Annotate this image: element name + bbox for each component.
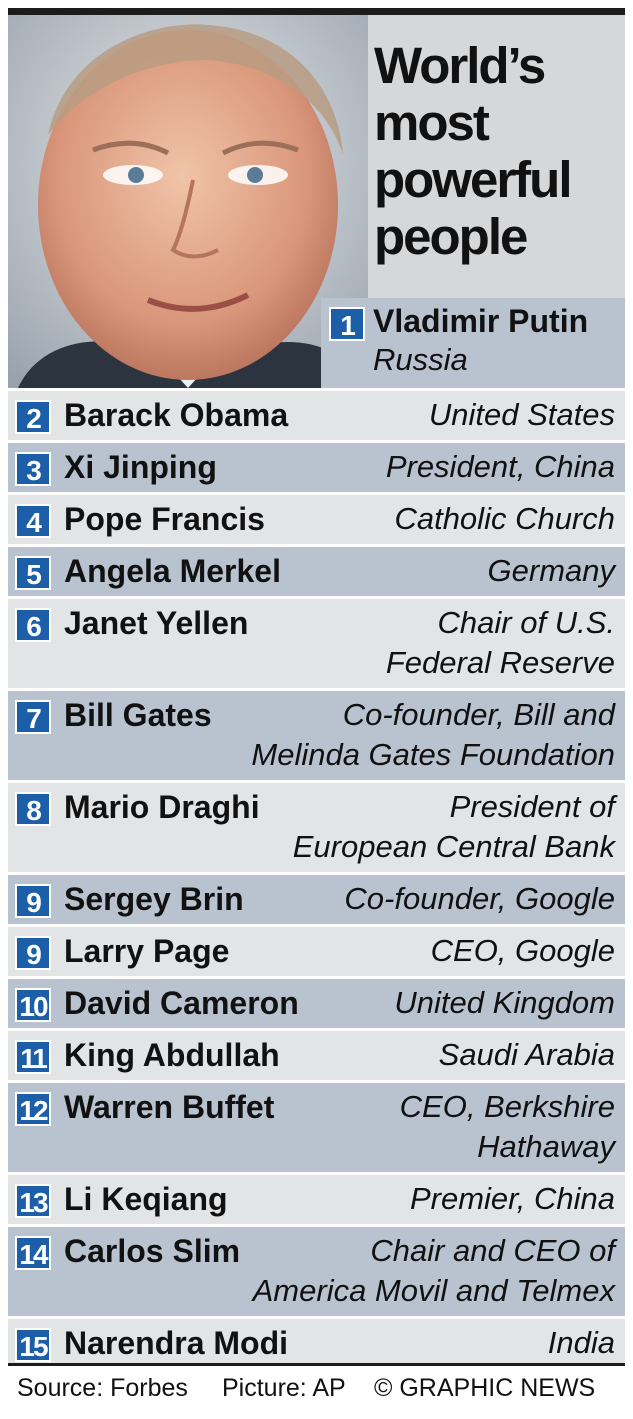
rank-badge: 13 — [15, 1184, 51, 1218]
rank-row-6: 6 Janet Yellen Chair of U.S. Federal Reserv… — [8, 596, 625, 688]
picture-credit: Picture: AP — [222, 1374, 346, 1402]
description-line: CEO, Google — [430, 933, 615, 968]
description-line: Chair of U.S. — [437, 605, 615, 640]
infographic: World’s most powerful people 1 Vladimir … — [8, 8, 625, 1411]
description-line: America Movil and Telmex — [252, 1273, 615, 1308]
rank-badge: 12 — [15, 1092, 51, 1126]
rank-row-14: 14 Carlos Slim Chair and CEO of America Mov… — [8, 1224, 625, 1316]
description-line: Hathaway — [477, 1129, 615, 1164]
person-name: Xi Jinping — [64, 449, 217, 485]
rank-row-12: 12 Warren Buffet CEO, Berkshire Hathaway — [8, 1080, 625, 1172]
person-name: Warren Buffet — [64, 1089, 275, 1125]
title-line: World’s — [374, 37, 546, 94]
person-name: Pope Francis — [64, 501, 265, 537]
rank-row-15: 15 Narendra Modi India — [8, 1316, 625, 1368]
rank-row-10: 10 David Cameron United Kingdom — [8, 976, 625, 1028]
rank-badge: 1 — [329, 307, 365, 341]
description-line: Premier, China — [409, 1181, 615, 1216]
person-name: Bill Gates — [64, 697, 212, 733]
rank-row-3: 3 Xi Jinping President, China — [8, 440, 625, 492]
copyright-credit: © GRAPHIC NEWS — [374, 1374, 596, 1402]
description-line: Co-founder, Google — [344, 881, 615, 916]
rank-row-9: 9 Sergey Brin Co-founder, Google — [8, 872, 625, 924]
title-line: most — [374, 94, 490, 151]
person-description: Co-founder, Bill and Melinda Gates Founda… — [251, 695, 615, 775]
person-name: Angela Merkel — [64, 553, 281, 589]
rank-row-4: 4 Pope Francis Catholic Church — [8, 492, 625, 544]
rank-badge: 8 — [15, 792, 51, 826]
rank-badge: 9 — [15, 936, 51, 970]
rank-badge: 11 — [15, 1040, 51, 1074]
description-line: United Kingdom — [394, 985, 615, 1020]
person-description: CEO, Berkshire Hathaway — [400, 1087, 615, 1167]
description-line: Chair and CEO of — [370, 1233, 615, 1268]
person-description: Chair and CEO of America Movil and Telmex — [253, 1231, 615, 1311]
person-description: Premier, China — [410, 1179, 615, 1219]
rank-row-7: 7 Bill Gates Co-founder, Bill and Melinda G… — [8, 688, 625, 780]
rank-row-1: 1 Vladimir Putin Russia — [321, 298, 625, 388]
page-title: World’s most powerful people — [374, 37, 624, 265]
person-description: United Kingdom — [394, 983, 615, 1023]
person-description: Russia — [373, 342, 468, 377]
description-line: European Central Bank — [292, 829, 615, 864]
person-description: Co-founder, Google — [344, 879, 615, 919]
person-name: Larry Page — [64, 933, 230, 969]
description-line: India — [547, 1325, 615, 1360]
person-name: Barack Obama — [64, 397, 289, 433]
rank-badge: 6 — [15, 608, 51, 642]
title-line: powerful — [374, 151, 573, 208]
person-name: Narendra Modi — [64, 1325, 289, 1361]
description-line: Catholic Church — [394, 501, 615, 536]
person-description: President, China — [386, 447, 615, 487]
source-credit: Source: Forbes — [17, 1374, 188, 1402]
rank-badge: 4 — [15, 504, 51, 538]
person-name: Carlos Slim — [64, 1233, 241, 1269]
person-name: Vladimir Putin — [373, 303, 589, 339]
description-line: United States — [428, 397, 615, 432]
rank-row-11: 11 King Abdullah Saudi Arabia — [8, 1028, 625, 1080]
person-description: Germany — [488, 551, 615, 591]
rank-row-9: 9 Larry Page CEO, Google — [8, 924, 625, 976]
person-description: CEO, Google — [431, 931, 615, 971]
rank-badge: 3 — [15, 452, 51, 486]
person-name: Mario Draghi — [64, 789, 260, 825]
person-name: Li Keqiang — [64, 1181, 228, 1217]
person-description: Saudi Arabia — [439, 1035, 615, 1075]
description-line: Germany — [487, 553, 615, 588]
person-description: Catholic Church — [394, 499, 615, 539]
person-description: President of European Central Bank — [293, 787, 615, 867]
description-line: President of — [449, 789, 615, 824]
portrait-photo — [8, 15, 368, 388]
footer: Source: Forbes Picture: AP © GRAPHIC NEW… — [8, 1363, 625, 1411]
person-name: Sergey Brin — [64, 881, 244, 917]
rank-badge: 9 — [15, 884, 51, 918]
description-line: Co-founder, Bill and — [342, 697, 615, 732]
person-description: India — [548, 1323, 615, 1363]
rank-row-5: 5 Angela Merkel Germany — [8, 544, 625, 596]
hero-panel: World’s most powerful people 1 Vladimir … — [8, 15, 625, 388]
description-line: Federal Reserve — [385, 645, 615, 680]
rank-badge: 7 — [15, 700, 51, 734]
rank-badge: 14 — [15, 1236, 51, 1270]
person-description: Chair of U.S. Federal Reserve — [386, 603, 615, 683]
rank-row-8: 8 Mario Draghi President of European Centra… — [8, 780, 625, 872]
person-name: Janet Yellen — [64, 605, 249, 641]
description-line: CEO, Berkshire — [399, 1089, 615, 1124]
rank-badge: 10 — [15, 988, 51, 1022]
rank-badge: 15 — [15, 1328, 51, 1362]
title-line: people — [374, 208, 528, 265]
rank-badge: 2 — [15, 400, 51, 434]
rank-row-2: 2 Barack Obama United States — [8, 388, 625, 440]
description-line: President, China — [385, 449, 615, 484]
rank-badge: 5 — [15, 556, 51, 590]
person-name: King Abdullah — [64, 1037, 280, 1073]
person-name: David Cameron — [64, 985, 299, 1021]
ranking-list: 2 Barack Obama United States 3 Xi Jinping Pre… — [8, 388, 625, 1368]
person-description: United States — [429, 395, 615, 435]
description-line: Melinda Gates Foundation — [251, 737, 615, 772]
description-line: Saudi Arabia — [438, 1037, 615, 1072]
rank-row-13: 13 Li Keqiang Premier, China — [8, 1172, 625, 1224]
